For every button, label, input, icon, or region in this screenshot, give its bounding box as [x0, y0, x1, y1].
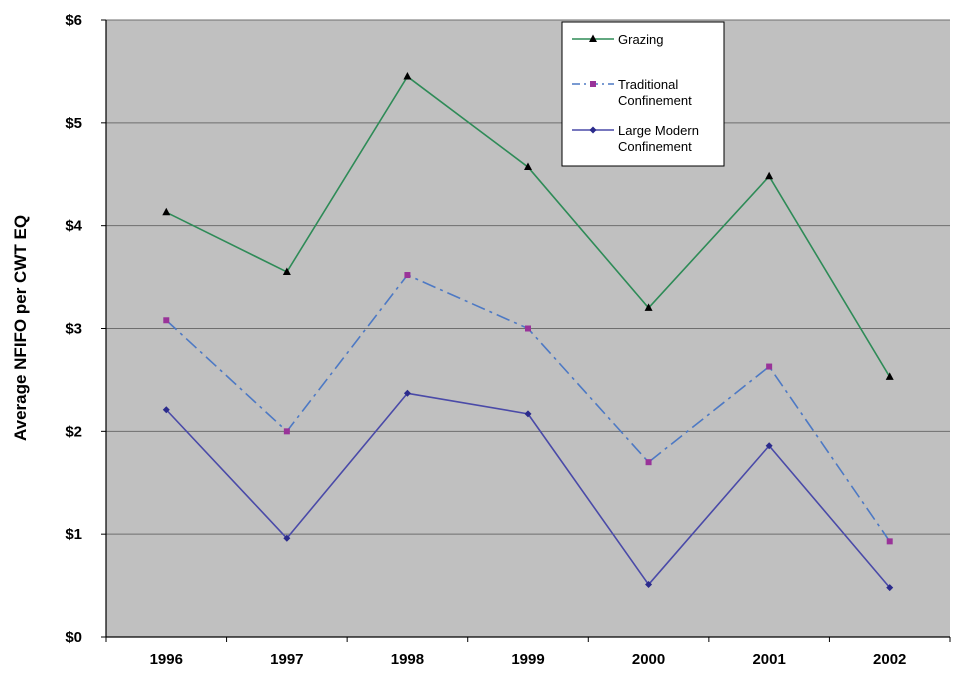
- y-tick-label: $5: [65, 115, 82, 132]
- data-point: [282, 267, 291, 275]
- x-tick-label: 1996: [150, 651, 183, 668]
- x-tick-label: 2001: [752, 651, 785, 668]
- data-point: [283, 428, 290, 435]
- legend-label: Large Modern: [618, 123, 699, 138]
- y-tick-label: $4: [65, 218, 82, 235]
- data-point: [525, 325, 531, 332]
- data-point: [765, 442, 773, 450]
- x-tick-label: 2000: [632, 651, 665, 668]
- data-point: [645, 459, 652, 466]
- data-point: [403, 72, 412, 80]
- data-point: [524, 410, 532, 418]
- y-tick-label: $0: [65, 629, 82, 646]
- data-point: [524, 162, 532, 171]
- data-point: [886, 538, 893, 545]
- data-point: [766, 363, 773, 370]
- legend-label: Traditional: [618, 77, 678, 92]
- data-point: [644, 303, 653, 311]
- data-point: [885, 372, 894, 380]
- series-3: [162, 389, 894, 592]
- y-tick-label: $3: [65, 321, 82, 338]
- legend-entry: Grazing: [572, 32, 664, 47]
- series-1: [162, 72, 894, 380]
- x-tick-label: 2002: [873, 651, 906, 668]
- data-point: [283, 534, 291, 542]
- data-point: [645, 581, 653, 589]
- data-point: [404, 272, 411, 279]
- legend-label: Grazing: [618, 32, 664, 47]
- data-point: [163, 317, 170, 324]
- x-tick-label: 1999: [511, 651, 544, 668]
- data-point: [765, 171, 774, 180]
- legend-marker: [589, 34, 597, 42]
- legend-label: Confinement: [618, 139, 692, 154]
- y-tick-label: $1: [65, 526, 82, 543]
- data-point: [162, 207, 171, 216]
- data-point: [886, 584, 894, 592]
- data-point: [162, 406, 170, 414]
- legend: [561, 21, 725, 167]
- data-point: [403, 389, 411, 397]
- legend-label: Confinement: [618, 93, 692, 108]
- legend-marker: [589, 126, 597, 134]
- y-axis-title: Average NFIFO per CWT EQ: [11, 215, 30, 441]
- x-tick-label: 1997: [270, 651, 303, 668]
- legend-marker: [590, 81, 596, 87]
- y-tick-label: $2: [65, 423, 82, 440]
- y-tick-label: $6: [65, 12, 82, 29]
- x-tick-label: 1998: [391, 651, 424, 668]
- series-2: [163, 272, 893, 545]
